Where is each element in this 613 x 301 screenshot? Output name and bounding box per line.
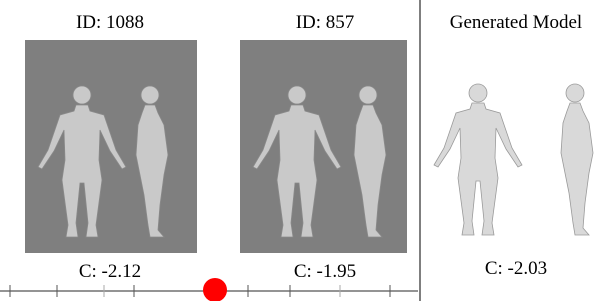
- generated-panel: Generated Model C: -2.03: [434, 12, 593, 279]
- slider-handle[interactable]: [203, 278, 227, 301]
- panel-title: ID: 857: [296, 12, 355, 33]
- generated-title: Generated Model: [450, 12, 582, 33]
- model-front: [434, 84, 522, 235]
- panel-title: ID: 1088: [76, 12, 144, 33]
- figure: ID: 1088 C: -2.12 ID: 857 C: -1.95 Gener…: [0, 0, 613, 301]
- panel-caption: C: -1.95: [294, 261, 356, 282]
- panel-caption: C: -2.12: [79, 261, 141, 282]
- model-side: [561, 84, 593, 235]
- panel: ID: 1088 C: -2.12: [25, 12, 197, 282]
- panel: ID: 857 C: -1.95: [240, 12, 407, 282]
- generated-caption: C: -2.03: [485, 258, 547, 279]
